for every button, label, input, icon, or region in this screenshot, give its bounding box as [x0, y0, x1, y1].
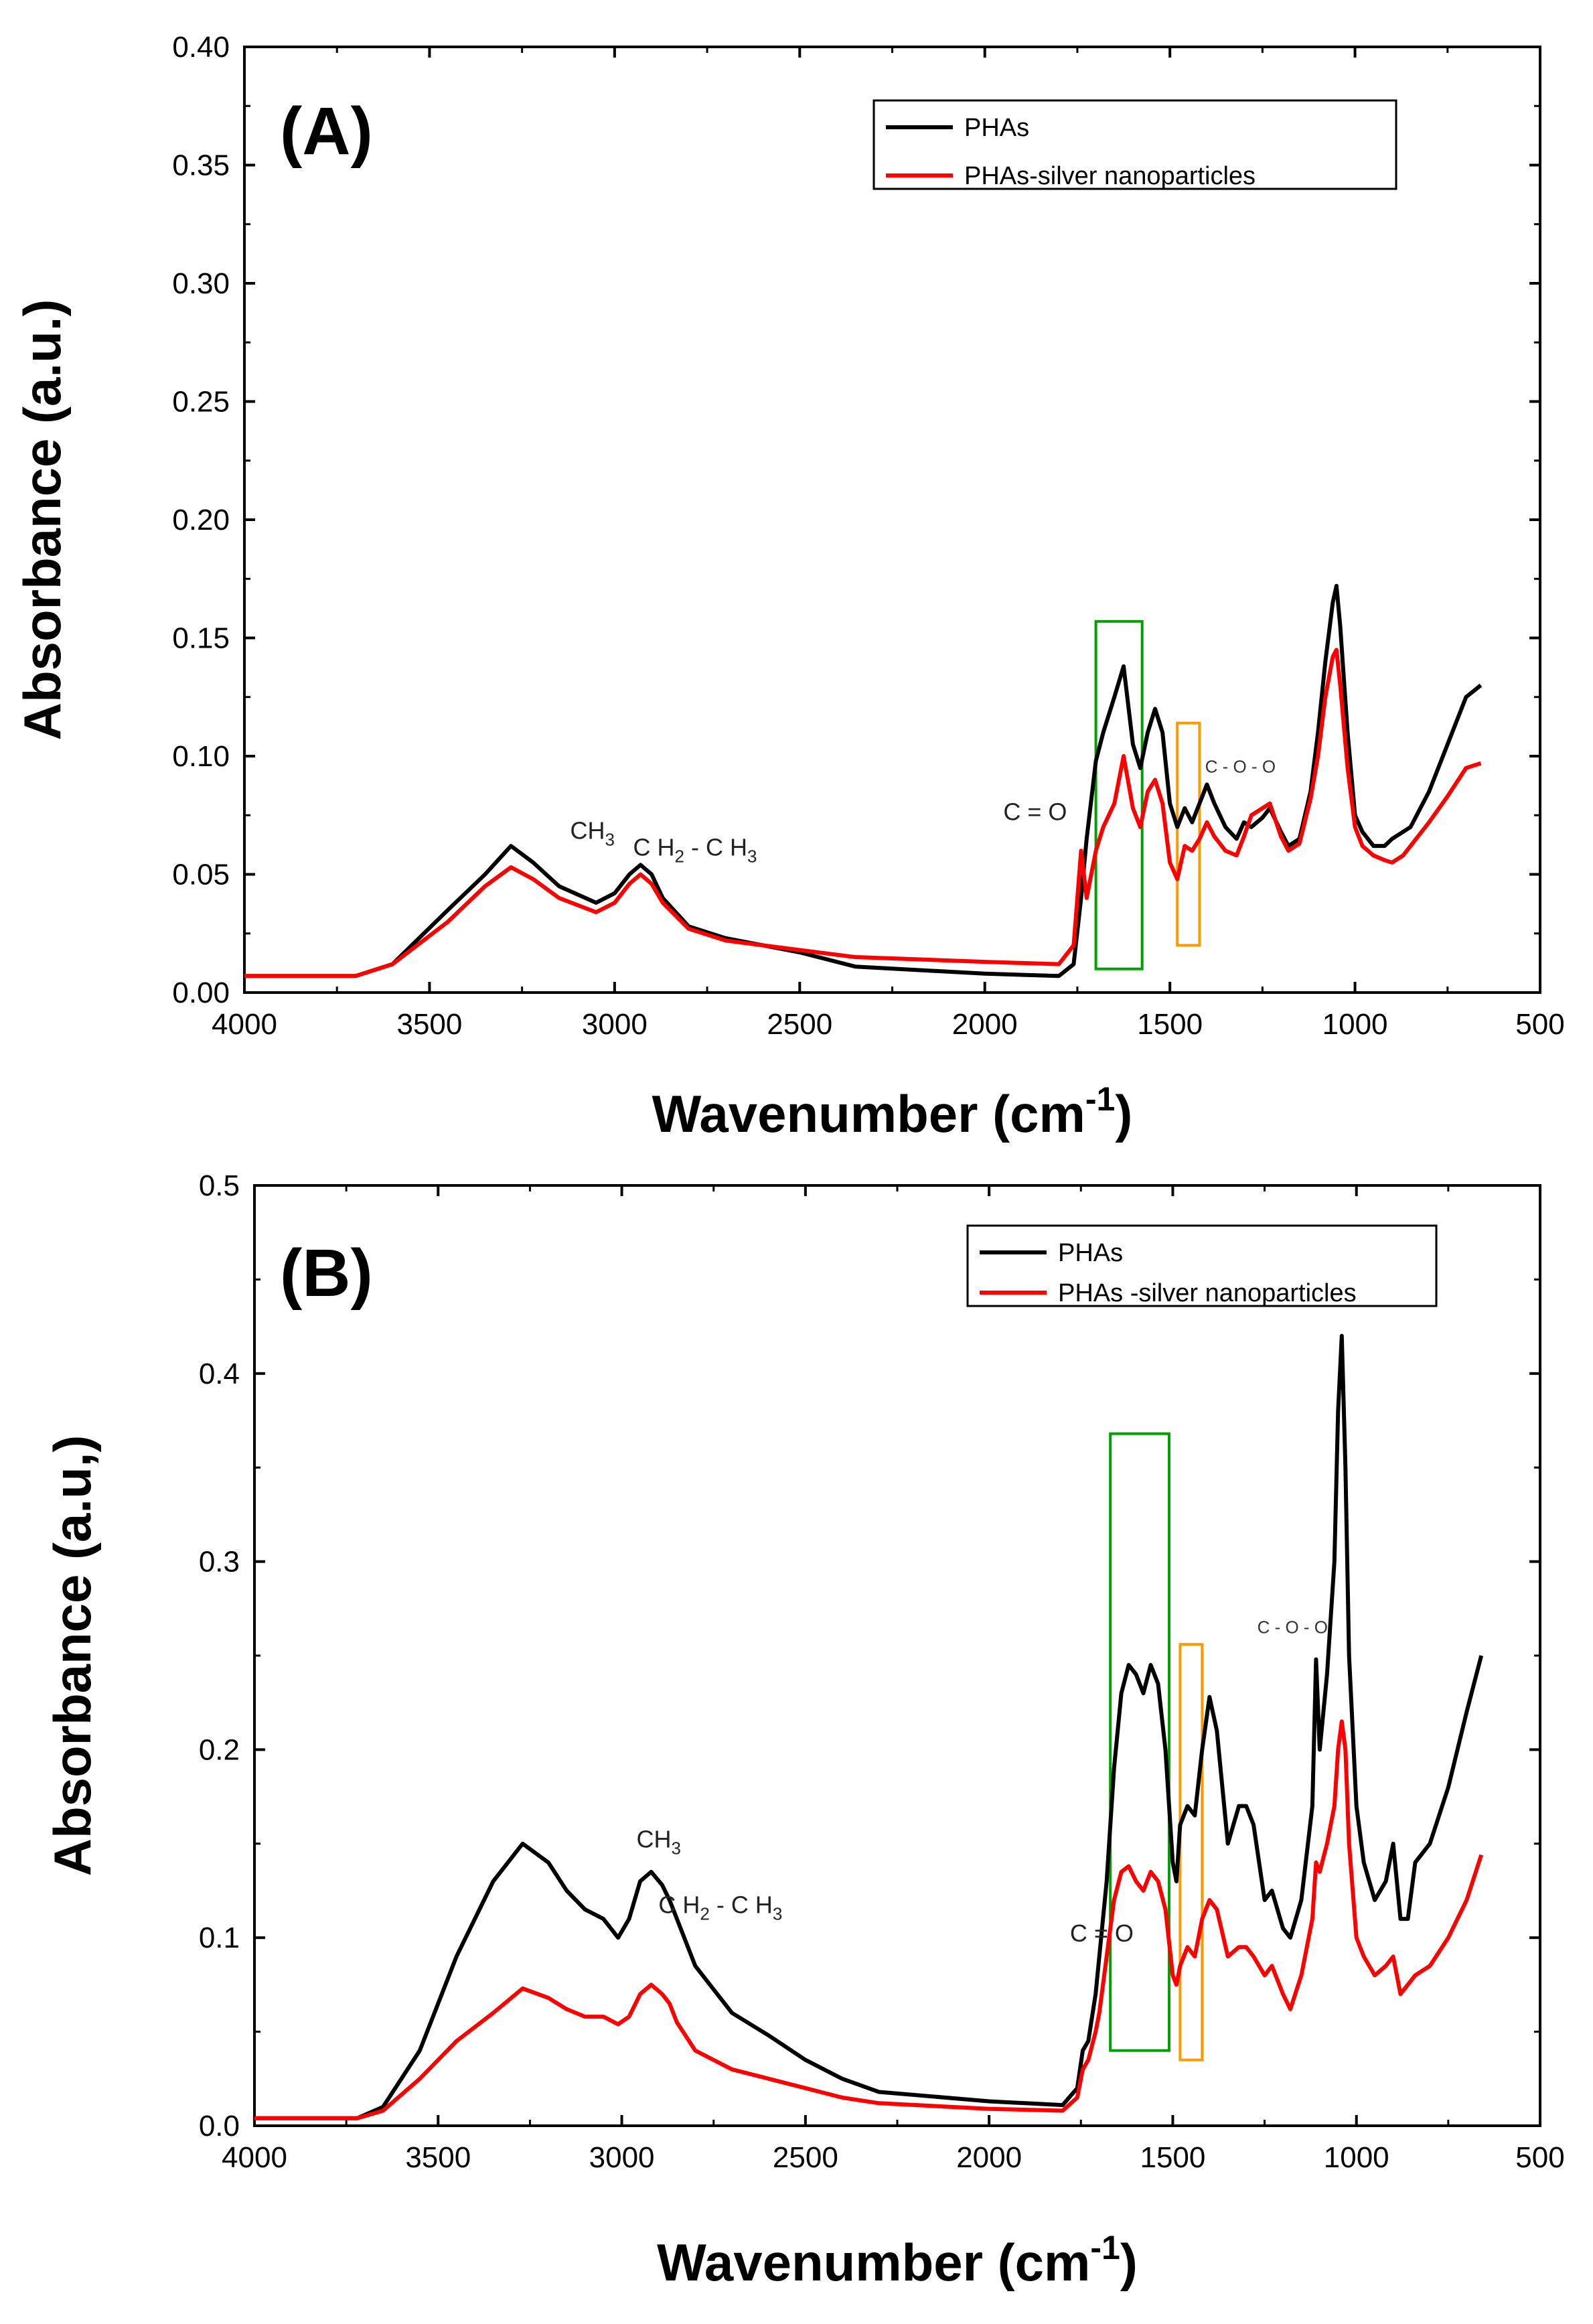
x-tick-label: 1000	[1324, 2141, 1389, 2174]
annotation-mid: - C H	[684, 833, 747, 861]
y-tick-label: 0.30	[172, 267, 230, 300]
series-line-phas	[244, 583, 1483, 978]
annotation-text: C = O	[1070, 1919, 1134, 1947]
x-tick-label: 4000	[222, 2141, 287, 2174]
peak-annotation: C H2 - C H3	[633, 833, 757, 866]
x-tick-label: 2000	[956, 2141, 1022, 2174]
x-axis-title-end: )	[1120, 2233, 1138, 2292]
peak-annotation: C - O - O	[1205, 757, 1276, 777]
x-tick-label: 3500	[396, 1008, 462, 1041]
x-axis-title: Wavenumber (cm-1)	[652, 1080, 1133, 1143]
peak-annotation: C H2 - C H3	[658, 1891, 782, 1924]
annotation-sub: 3	[605, 830, 615, 850]
x-tick-label: 1500	[1140, 2141, 1205, 2174]
y-tick-label: 0.3	[199, 1546, 240, 1579]
annotation-text: CH	[571, 817, 605, 845]
peak-annotation: CH3	[571, 817, 615, 850]
annotation-mid: - C H	[710, 1891, 773, 1919]
peak-annotation: C - O - O	[1258, 1617, 1328, 1637]
y-tick-label: 0.00	[172, 976, 230, 1009]
peak-annotation: C = O	[1070, 1919, 1134, 1947]
panel-label: (A)	[280, 94, 373, 169]
y-tick-label: 0.1	[199, 1921, 240, 1954]
x-axis-title-main: Wavenumber (cm	[652, 1084, 1085, 1143]
legend-label: PHAs	[964, 114, 1029, 142]
annotation-sub: 2	[675, 846, 684, 866]
y-tick-label: 0.0	[199, 2110, 240, 2143]
series-line-phas-silver	[254, 1719, 1484, 2120]
annotation-sub: 3	[672, 1838, 681, 1858]
x-tick-label: 3000	[589, 2141, 655, 2174]
x-axis-title-end: )	[1115, 1084, 1132, 1143]
legend-box	[873, 99, 1397, 190]
ester-highlight-box	[1176, 721, 1201, 947]
x-tick-label: 3000	[582, 1008, 648, 1041]
x-tick-label: 1500	[1137, 1008, 1203, 1041]
x-tick-label: 2500	[773, 2141, 838, 2174]
annotation-text: CH	[637, 1825, 672, 1853]
y-tick-label: 0.15	[172, 622, 230, 655]
annotation-text: C - O - O	[1258, 1617, 1328, 1637]
y-tick-label: 0.4	[199, 1358, 240, 1390]
y-axis-title: Absorbance (a.u,)	[43, 1435, 102, 1877]
legend-label: PHAs	[1058, 1239, 1123, 1267]
legend-label: PHAs -silver nanoparticles	[1058, 1279, 1357, 1307]
ester-highlight-box	[1179, 1643, 1204, 2061]
annotation-sub2: 3	[773, 1904, 782, 1924]
annotation-sub2: 3	[747, 846, 757, 866]
peak-annotation: C = O	[1003, 798, 1067, 825]
annotation-text: C H	[633, 833, 675, 861]
carbonyl-highlight-box	[1109, 1432, 1170, 2052]
x-tick-label: 500	[1515, 2141, 1564, 2174]
y-tick-label: 0.25	[172, 386, 230, 419]
x-tick-label: 2000	[952, 1008, 1018, 1041]
annotation-sub: 2	[700, 1904, 709, 1924]
y-tick-label: 0.40	[172, 31, 230, 64]
x-axis-title-sup: -1	[1085, 1080, 1115, 1118]
y-axis-title: Absorbance (a.u.)	[13, 299, 72, 741]
y-tick-label: 0.10	[172, 740, 230, 773]
peak-annotation: CH3	[637, 1825, 681, 1858]
annotation-text: C H	[658, 1891, 700, 1919]
x-axis-title-sup: -1	[1090, 2229, 1120, 2266]
chart-panel-a: 4000 3500 3000 2500 2000 1500 1000 500 0.00 0.05 0…	[13, 31, 1565, 1143]
y-tick-label: 0.35	[172, 149, 230, 182]
x-axis-title-main: Wavenumber (cm	[657, 2233, 1090, 2292]
chart-panel-b: 4000 3500 3000 2500 2000 1500 1000 500 0.0 0.1 0.2…	[43, 1169, 1565, 2292]
carbonyl-highlight-box	[1094, 620, 1144, 970]
x-tick-label: 3500	[405, 2141, 471, 2174]
series-line-phas-silver	[244, 648, 1482, 978]
x-tick-label: 1000	[1322, 1008, 1388, 1041]
x-tick-label: 4000	[212, 1008, 277, 1041]
series-line-phas	[254, 1333, 1484, 2120]
legend-label: PHAs-silver nanoparticles	[964, 162, 1256, 190]
y-tick-label: 0.05	[172, 859, 230, 891]
y-tick-label: 0.20	[172, 504, 230, 536]
panel-label: (B)	[280, 1236, 373, 1311]
x-axis-title: Wavenumber (cm-1)	[657, 2229, 1138, 2292]
y-tick-label: 0.5	[199, 1169, 240, 1202]
x-tick-label: 500	[1515, 1008, 1564, 1041]
annotation-text: C - O - O	[1205, 757, 1276, 777]
annotation-text: C = O	[1003, 798, 1067, 825]
y-tick-label: 0.2	[199, 1733, 240, 1766]
x-tick-label: 2500	[767, 1008, 832, 1041]
